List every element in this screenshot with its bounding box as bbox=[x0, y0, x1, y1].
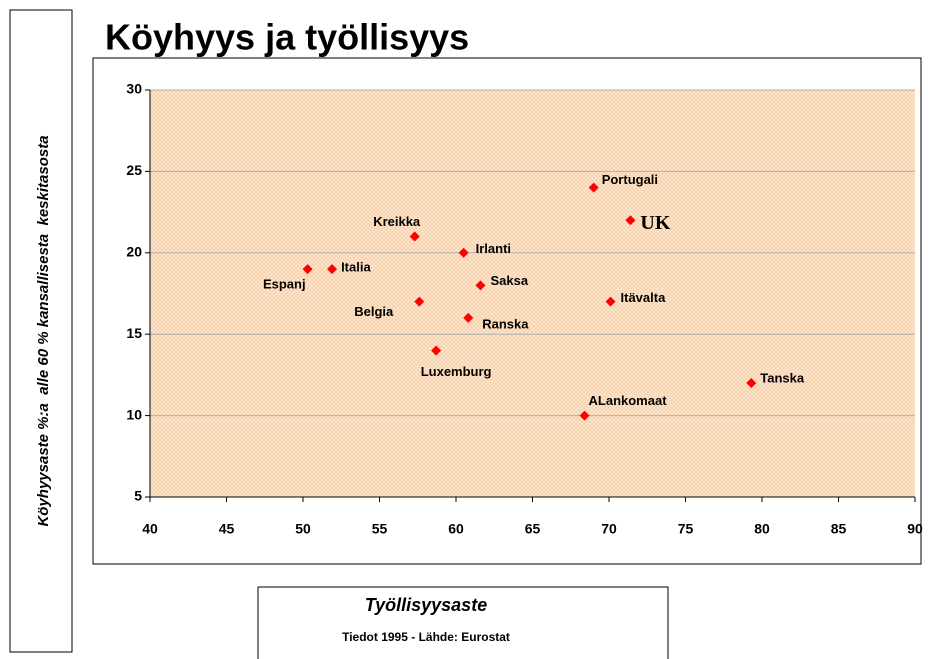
y-tick-label: 10 bbox=[126, 406, 142, 422]
point bbox=[431, 345, 442, 356]
point bbox=[625, 215, 636, 226]
y-tick-label: 15 bbox=[126, 325, 142, 341]
x-axis-label: Työllisyysaste bbox=[365, 595, 487, 615]
x-tick-label: 85 bbox=[831, 521, 847, 537]
chart-title: Köyhyys ja työllisyys bbox=[105, 17, 469, 58]
source-note: Tiedot 1995 - Lähde: Eurostat bbox=[342, 630, 510, 644]
x-tick-label: 45 bbox=[219, 521, 235, 537]
point bbox=[409, 231, 420, 242]
y-tick-label: 5 bbox=[134, 488, 142, 504]
x-tick-label: 60 bbox=[448, 521, 464, 537]
y-tick-label: 25 bbox=[126, 162, 142, 178]
x-tick-label: 40 bbox=[142, 521, 158, 537]
point bbox=[327, 264, 338, 275]
point bbox=[475, 280, 486, 291]
plot-area bbox=[150, 90, 915, 497]
point-label: ALankomaat bbox=[589, 393, 668, 408]
point-label: Luxemburg bbox=[421, 364, 492, 379]
point bbox=[579, 410, 590, 421]
y-tick-label: 20 bbox=[126, 244, 142, 260]
point-label: Italia bbox=[341, 260, 371, 275]
point-label: Irlanti bbox=[476, 241, 511, 256]
point bbox=[588, 182, 599, 193]
y-axis-label: Köyhyysaste %:a alle 60 % kansallisesta … bbox=[35, 135, 52, 526]
point-label: Belgia bbox=[354, 304, 394, 319]
point bbox=[746, 378, 757, 389]
point-label: Itävalta bbox=[621, 290, 667, 305]
point-label: Saksa bbox=[490, 273, 528, 288]
x-tick-label: 80 bbox=[754, 521, 770, 537]
point bbox=[463, 312, 474, 323]
x-tick-label: 70 bbox=[601, 521, 617, 537]
x-label-box bbox=[257, 586, 669, 659]
y-label-box bbox=[9, 9, 73, 653]
point-label: UK bbox=[640, 212, 670, 234]
y-tick-label: 30 bbox=[126, 81, 142, 97]
point bbox=[458, 247, 469, 258]
point bbox=[302, 264, 313, 275]
point-label: Ranska bbox=[482, 316, 529, 331]
point-label: Tanska bbox=[760, 370, 805, 385]
x-tick-label: 65 bbox=[525, 521, 541, 537]
point-label: Portugali bbox=[602, 172, 658, 187]
x-tick-label: 75 bbox=[678, 521, 694, 537]
x-tick-label: 90 bbox=[907, 521, 923, 537]
point-label: Espanj bbox=[263, 277, 306, 292]
point bbox=[414, 296, 425, 307]
point bbox=[605, 296, 616, 307]
x-tick-label: 55 bbox=[372, 521, 388, 537]
x-tick-label: 50 bbox=[295, 521, 311, 537]
point-label: Kreikka bbox=[373, 214, 421, 229]
